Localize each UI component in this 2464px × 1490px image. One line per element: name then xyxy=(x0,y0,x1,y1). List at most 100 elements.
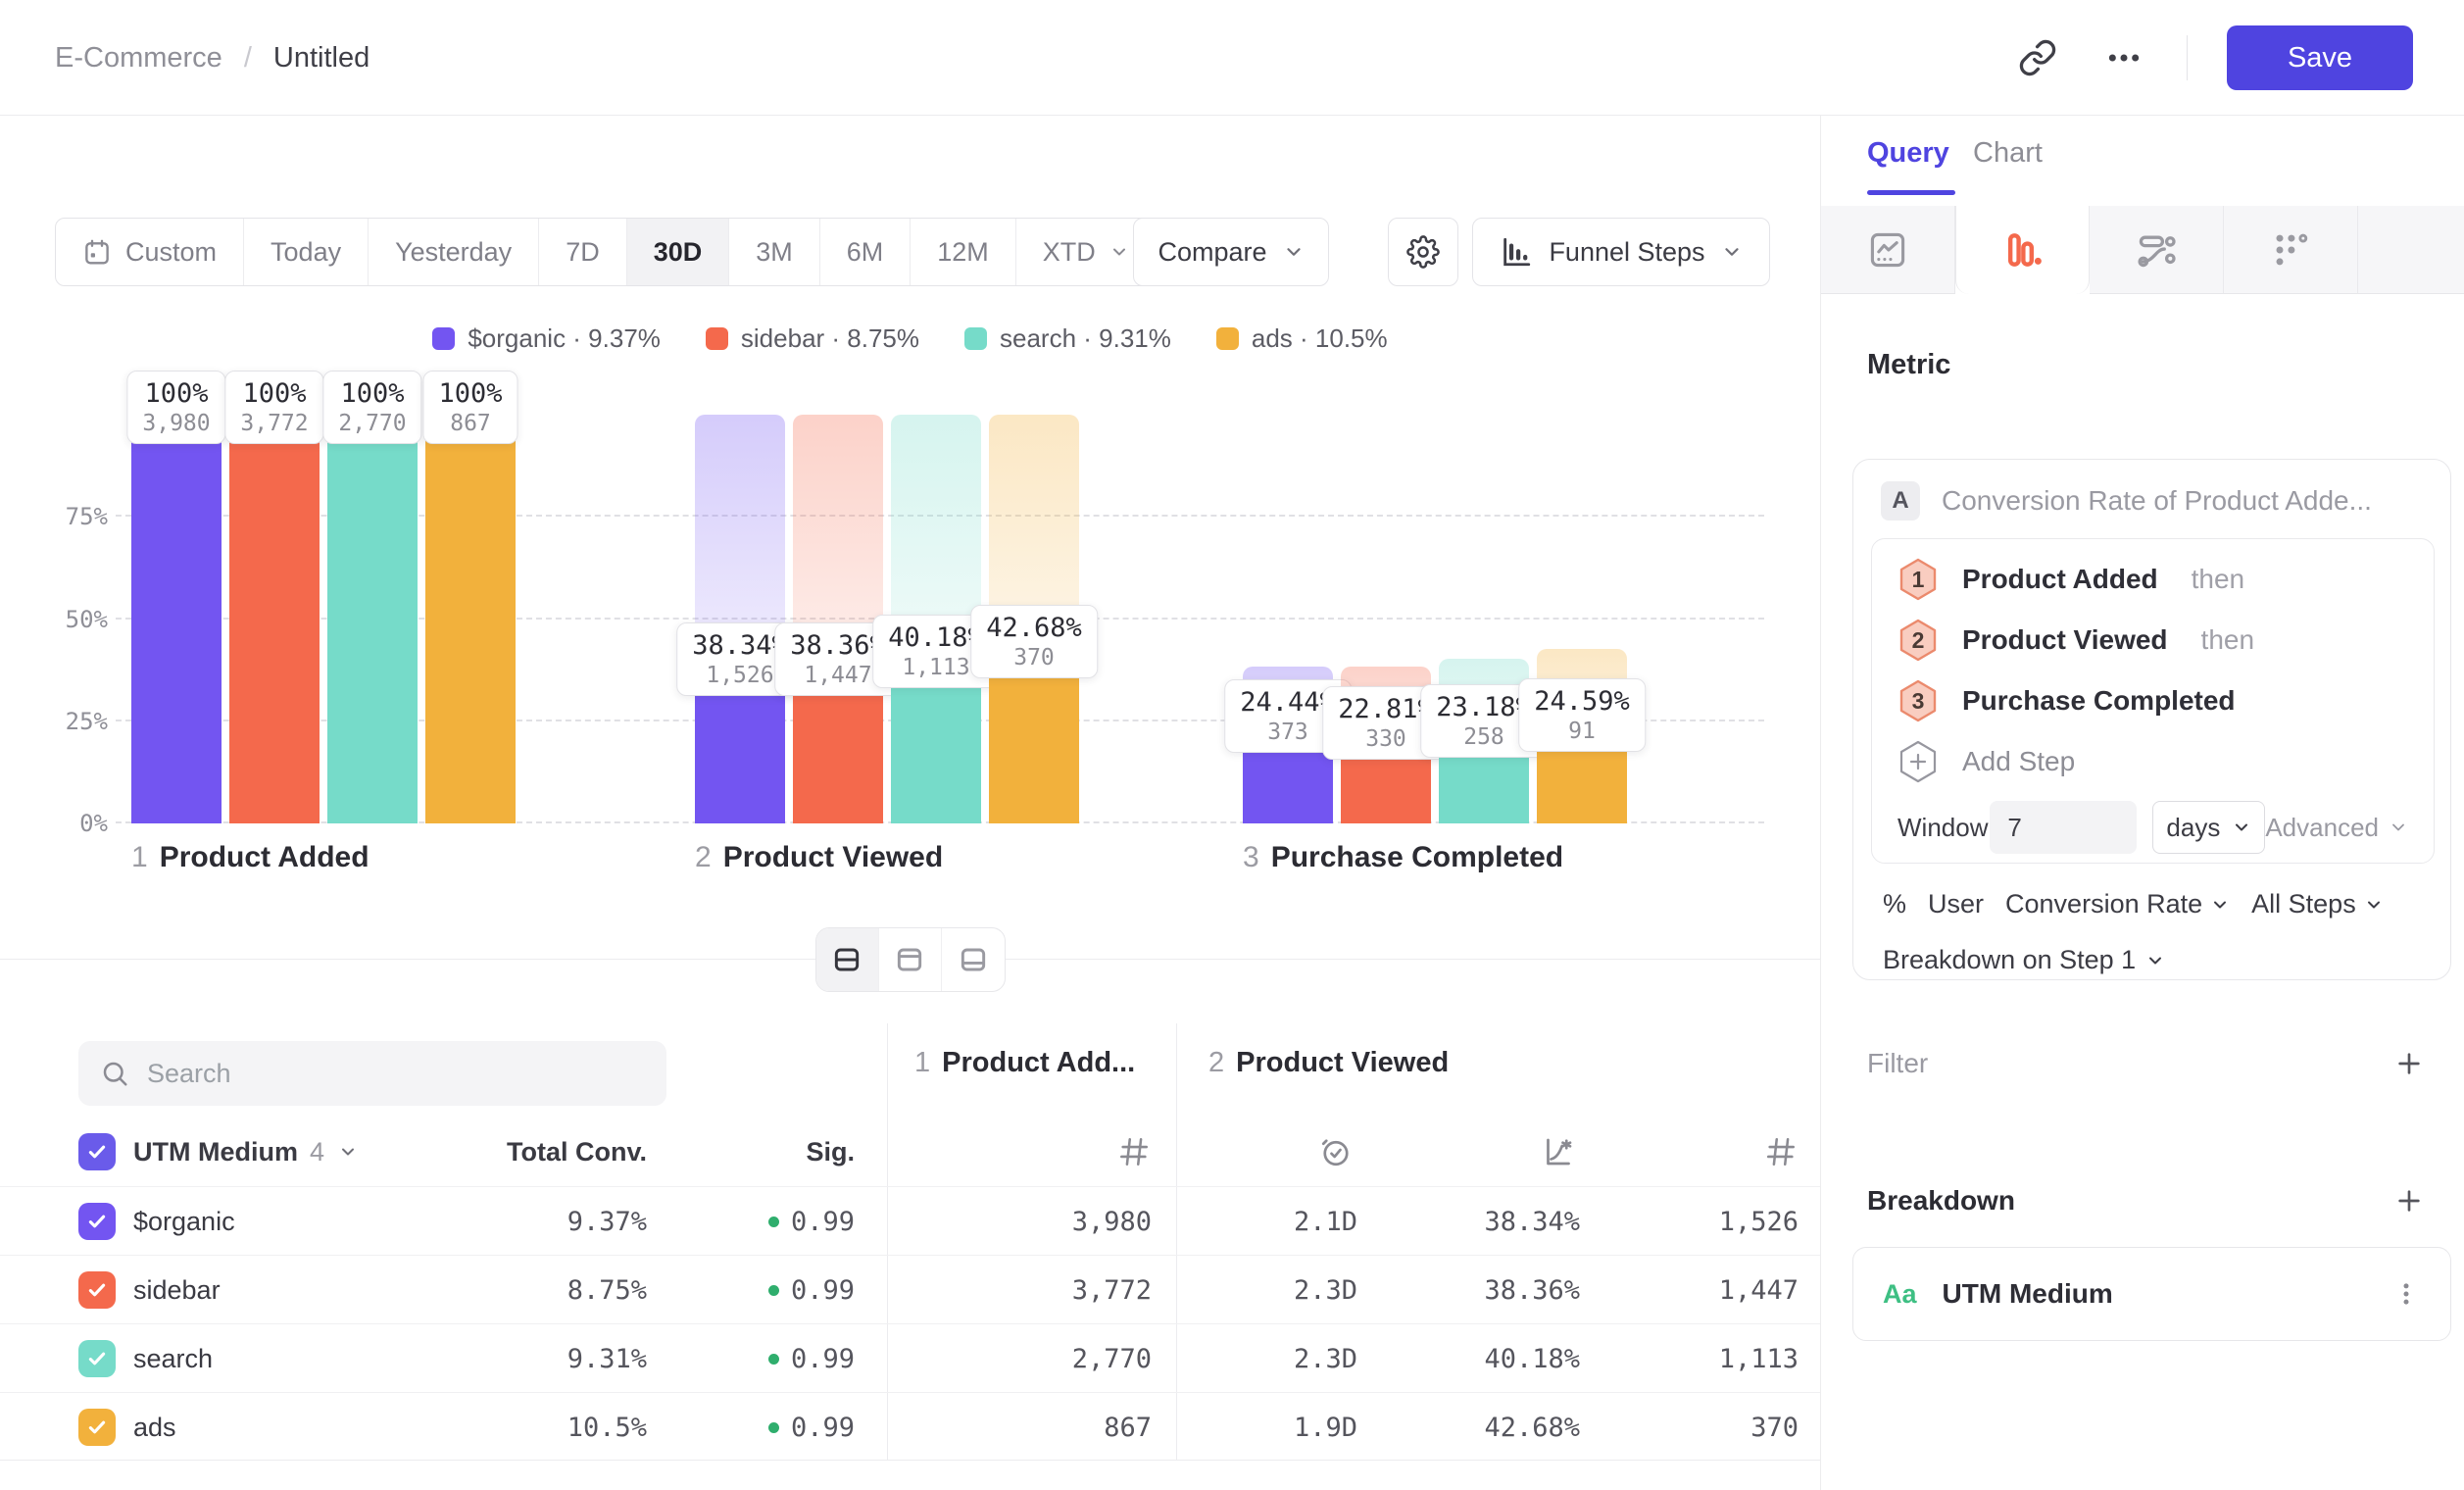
range-label: 3M xyxy=(756,237,793,268)
bar-segment[interactable] xyxy=(327,415,418,823)
layout-table-only-button[interactable] xyxy=(942,928,1005,991)
more-menu-button[interactable] xyxy=(2100,34,2147,81)
share-link-button[interactable] xyxy=(2014,34,2061,81)
window-unit-select[interactable]: days xyxy=(2152,801,2265,854)
row-significance: 0.99 xyxy=(688,1187,855,1256)
bar-value-label: 100%2,770 xyxy=(322,371,421,444)
metric-label: Conversion Rate of Product Adde... xyxy=(1942,485,2372,517)
step-number: 2 xyxy=(695,841,712,873)
tab-chart[interactable]: Chart xyxy=(1973,137,2043,170)
report-title[interactable]: Untitled xyxy=(273,42,370,74)
add-filter-button[interactable] xyxy=(2393,1048,2425,1079)
breakdown-column-header[interactable]: UTM Medium 4 xyxy=(133,1118,358,1186)
chevron-down-icon xyxy=(1721,241,1743,263)
row-checkbox[interactable] xyxy=(78,1203,116,1240)
chart-view-selector[interactable]: Funnel Steps xyxy=(1472,218,1770,286)
chevron-down-icon xyxy=(338,1142,358,1162)
panel-bottom-icon xyxy=(958,944,989,975)
query-step-2[interactable]: 2Product Viewedthen xyxy=(1897,610,2408,670)
chart-settings-button[interactable] xyxy=(1388,218,1458,286)
window-label: Window xyxy=(1897,813,1990,843)
legend-item-sidebar[interactable]: sidebar · 8.75% xyxy=(706,323,919,354)
funnel-bar-sidebar-step2: 38.36%1,447 xyxy=(793,415,883,823)
breakdown-property-card[interactable]: Aa UTM Medium xyxy=(1852,1247,2451,1341)
bar-count-value: 867 xyxy=(438,411,502,436)
compare-button[interactable]: Compare xyxy=(1133,218,1329,286)
measurement-scope-dropdown[interactable]: All Steps xyxy=(2251,889,2384,919)
advanced-toggle[interactable]: Advanced xyxy=(2265,813,2408,843)
layout-chart-only-button[interactable] xyxy=(879,928,942,991)
window-value-input[interactable] xyxy=(1990,801,2137,854)
row-total-conv: 9.37% xyxy=(412,1187,647,1256)
range-30d[interactable]: 30D xyxy=(627,219,730,285)
checkbox-checked-icon xyxy=(78,1133,116,1170)
range-label: 6M xyxy=(847,237,884,268)
main-panel: CustomTodayYesterday7D30D3M6M12MXTD Comp… xyxy=(0,116,1820,1490)
funnel-bar-search-step1: 100%2,770 xyxy=(327,415,418,823)
step-then-label: then xyxy=(2192,564,2245,595)
link-icon xyxy=(2018,38,2057,77)
calendar-icon xyxy=(82,237,112,267)
funnel-bars-icon xyxy=(2001,228,2045,272)
range-custom[interactable]: Custom xyxy=(56,219,244,285)
flows-tab[interactable] xyxy=(2090,206,2224,294)
row-checkbox[interactable] xyxy=(78,1271,116,1309)
kebab-menu-icon[interactable] xyxy=(2391,1279,2421,1309)
tab-query[interactable]: Query xyxy=(1867,137,1949,170)
breadcrumb-parent[interactable]: E-Commerce xyxy=(55,42,222,74)
bar-segment[interactable] xyxy=(425,415,516,823)
significance-value: 0.99 xyxy=(791,1207,855,1237)
funnel-steps-list: 1Product Addedthen2Product Viewedthen3Pu… xyxy=(1897,549,2408,731)
bar-pct-value: 100% xyxy=(240,378,308,409)
range-yesterday[interactable]: Yesterday xyxy=(369,219,539,285)
flow-icon xyxy=(2135,228,2178,272)
bar-count-value: 1,526 xyxy=(692,663,788,688)
bar-pct-value: 23.18% xyxy=(1436,692,1532,722)
metric-selector[interactable]: A Conversion Rate of Product Adde... xyxy=(1881,481,2372,521)
breakdown-property-name: UTM Medium xyxy=(1943,1278,2113,1310)
retention-tab[interactable] xyxy=(2224,206,2358,294)
bar-segment[interactable] xyxy=(131,415,222,823)
range-6m[interactable]: 6M xyxy=(820,219,912,285)
add-breakdown-button[interactable] xyxy=(2393,1185,2425,1217)
row-metric-cell: 40.18% xyxy=(1399,1324,1580,1393)
row-checkbox[interactable] xyxy=(78,1340,116,1377)
range-3m[interactable]: 3M xyxy=(729,219,820,285)
row-name: ads xyxy=(133,1393,176,1462)
legend-item-search[interactable]: search · 9.31% xyxy=(964,323,1171,354)
row-metric-cell: 42.68% xyxy=(1399,1393,1580,1462)
save-button[interactable]: Save xyxy=(2227,25,2413,90)
measurement-entity[interactable]: User xyxy=(1928,889,1984,919)
query-step-3[interactable]: 3Purchase Completed xyxy=(1897,670,2408,731)
insights-tab[interactable] xyxy=(1821,206,1955,294)
layout-split-button[interactable] xyxy=(816,928,879,991)
bar-pct-value: 100% xyxy=(338,378,406,409)
legend-item-organic[interactable]: $organic · 9.37% xyxy=(432,323,661,354)
search-input[interactable] xyxy=(147,1059,645,1089)
step-number: 3 xyxy=(1243,841,1259,873)
svg-text:1: 1 xyxy=(1912,567,1925,592)
funnels-tab[interactable] xyxy=(1955,206,2090,294)
active-tab-underline xyxy=(1867,190,1955,195)
significance-value: 0.99 xyxy=(791,1344,855,1374)
range-7d[interactable]: 7D xyxy=(539,219,627,285)
row-metric-cell: 370 xyxy=(1617,1393,1799,1462)
legend-item-ads[interactable]: ads · 10.5% xyxy=(1216,323,1388,354)
bar-segment[interactable] xyxy=(229,415,320,823)
row-checkbox[interactable] xyxy=(78,1409,116,1446)
range-12m[interactable]: 12M xyxy=(911,219,1016,285)
add-step-button[interactable]: Add Step xyxy=(1897,731,2408,792)
range-label: 30D xyxy=(654,237,703,268)
measurement-row: % User Conversion Rate All Steps xyxy=(1883,889,2384,919)
row-metric-cell: 3,772 xyxy=(921,1256,1152,1324)
bar-value-label: 24.59%91 xyxy=(1518,678,1646,752)
query-step-1[interactable]: 1Product Addedthen xyxy=(1897,549,2408,610)
breakdown-select-all-checkbox[interactable] xyxy=(78,1118,116,1186)
row-metric-cell: 2,770 xyxy=(921,1324,1152,1393)
range-today[interactable]: Today xyxy=(244,219,369,285)
breakdown-on-step-dropdown[interactable]: Breakdown on Step 1 xyxy=(1883,945,2165,975)
row-significance: 0.99 xyxy=(688,1393,855,1462)
row-significance: 0.99 xyxy=(688,1324,855,1393)
measurement-metric-dropdown[interactable]: Conversion Rate xyxy=(2005,889,2230,919)
row-checkbox-cell xyxy=(78,1393,116,1462)
